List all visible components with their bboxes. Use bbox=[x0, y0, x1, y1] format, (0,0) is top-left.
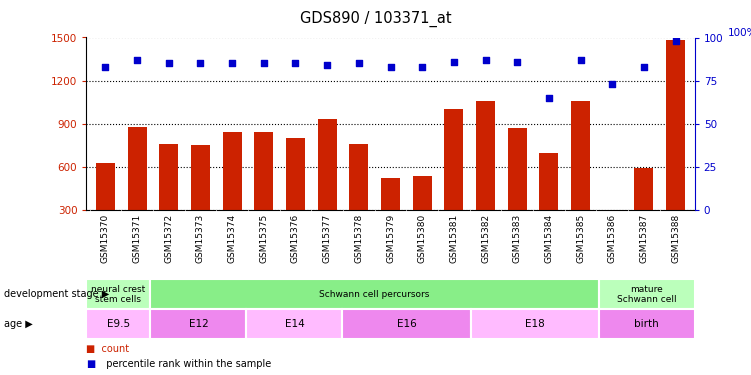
Point bbox=[575, 57, 587, 63]
Bar bbox=[86, 309, 150, 339]
Bar bbox=[635, 168, 653, 253]
Text: neural crest
stem cells: neural crest stem cells bbox=[92, 285, 146, 304]
Bar bbox=[222, 132, 242, 253]
Text: development stage ▶: development stage ▶ bbox=[4, 290, 109, 299]
Bar bbox=[539, 153, 559, 253]
Bar bbox=[191, 146, 210, 253]
Bar bbox=[471, 309, 599, 339]
Point bbox=[195, 60, 207, 66]
Bar bbox=[255, 132, 273, 253]
Text: GSM15374: GSM15374 bbox=[228, 213, 237, 262]
Point bbox=[416, 64, 428, 70]
Point bbox=[511, 58, 523, 64]
Text: ■  count: ■ count bbox=[86, 344, 129, 354]
Text: GSM15387: GSM15387 bbox=[640, 213, 648, 263]
Bar bbox=[246, 309, 342, 339]
Point bbox=[131, 57, 143, 63]
Text: mature
Schwann cell: mature Schwann cell bbox=[617, 285, 677, 304]
Text: GSM15383: GSM15383 bbox=[513, 213, 522, 263]
Text: GSM15372: GSM15372 bbox=[164, 213, 173, 262]
Bar bbox=[318, 119, 336, 253]
Text: GSM15375: GSM15375 bbox=[259, 213, 268, 263]
Text: birth: birth bbox=[635, 320, 659, 329]
Point bbox=[480, 57, 492, 63]
Text: GSM15378: GSM15378 bbox=[354, 213, 363, 263]
Text: GSM15380: GSM15380 bbox=[418, 213, 427, 263]
Text: Schwann cell percursors: Schwann cell percursors bbox=[319, 290, 430, 299]
Text: E9.5: E9.5 bbox=[107, 320, 130, 329]
Bar bbox=[96, 163, 115, 253]
Bar bbox=[571, 101, 590, 253]
Text: GSM15382: GSM15382 bbox=[481, 213, 490, 262]
Text: E12: E12 bbox=[189, 320, 208, 329]
Text: GSM15379: GSM15379 bbox=[386, 213, 395, 263]
Point bbox=[638, 64, 650, 70]
Bar bbox=[445, 110, 463, 253]
Bar bbox=[349, 144, 368, 253]
Text: GSM15388: GSM15388 bbox=[671, 213, 680, 263]
Text: GSM15381: GSM15381 bbox=[449, 213, 458, 263]
Text: GSM15377: GSM15377 bbox=[323, 213, 332, 263]
Point bbox=[289, 60, 301, 66]
Point bbox=[543, 95, 555, 101]
Bar bbox=[159, 144, 178, 253]
Bar bbox=[599, 279, 695, 309]
Text: age ▶: age ▶ bbox=[4, 320, 32, 329]
Bar bbox=[150, 279, 599, 309]
Text: E16: E16 bbox=[397, 320, 416, 329]
Text: GSM15371: GSM15371 bbox=[133, 213, 141, 263]
Text: GSM15370: GSM15370 bbox=[101, 213, 110, 263]
Bar bbox=[342, 309, 471, 339]
Point bbox=[258, 60, 270, 66]
Text: GDS890 / 103371_at: GDS890 / 103371_at bbox=[300, 11, 451, 27]
Text: E14: E14 bbox=[285, 320, 304, 329]
Bar bbox=[150, 309, 246, 339]
Point bbox=[448, 58, 460, 64]
Point bbox=[385, 64, 397, 70]
Bar bbox=[603, 214, 622, 253]
Text: GSM15376: GSM15376 bbox=[291, 213, 300, 263]
Bar bbox=[128, 127, 146, 253]
Text: 100%: 100% bbox=[728, 27, 751, 38]
Text: percentile rank within the sample: percentile rank within the sample bbox=[100, 359, 271, 369]
Point bbox=[99, 64, 111, 70]
Bar bbox=[508, 128, 526, 253]
Bar bbox=[666, 40, 685, 253]
Point bbox=[163, 60, 175, 66]
Bar bbox=[599, 309, 695, 339]
Text: ■: ■ bbox=[86, 359, 95, 369]
Text: GSM15384: GSM15384 bbox=[544, 213, 553, 262]
Point bbox=[353, 60, 365, 66]
Text: GSM15386: GSM15386 bbox=[608, 213, 617, 263]
Text: GSM15373: GSM15373 bbox=[196, 213, 205, 263]
Text: GSM15385: GSM15385 bbox=[576, 213, 585, 263]
Bar bbox=[286, 138, 305, 253]
Point bbox=[226, 60, 238, 66]
Bar bbox=[476, 101, 495, 253]
Text: E18: E18 bbox=[525, 320, 544, 329]
Point bbox=[606, 81, 618, 87]
Bar bbox=[381, 178, 400, 253]
Point bbox=[670, 38, 682, 44]
Bar bbox=[413, 176, 432, 253]
Bar bbox=[86, 279, 150, 309]
Point bbox=[321, 62, 333, 68]
